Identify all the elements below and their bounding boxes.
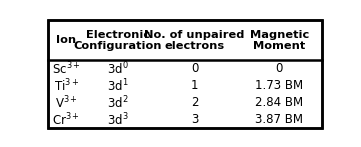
Text: 1: 1 <box>191 79 198 92</box>
Bar <box>152 20 237 60</box>
Text: 3d$^{1}$: 3d$^{1}$ <box>107 77 129 94</box>
Text: Ion: Ion <box>56 35 76 45</box>
Bar <box>48 60 84 77</box>
Bar <box>84 94 152 111</box>
Text: 3.87 BM: 3.87 BM <box>255 113 303 126</box>
Bar <box>84 77 152 94</box>
Text: 3d$^{0}$: 3d$^{0}$ <box>107 60 129 77</box>
Text: 0: 0 <box>191 62 198 75</box>
Text: 3d$^{2}$: 3d$^{2}$ <box>107 94 129 111</box>
Text: Sc$^{3+}$: Sc$^{3+}$ <box>52 60 81 77</box>
Bar <box>84 20 152 60</box>
Text: Ti$^{3+}$: Ti$^{3+}$ <box>53 77 79 94</box>
Bar <box>84 60 152 77</box>
Bar <box>84 111 152 128</box>
Bar <box>152 111 237 128</box>
Bar <box>152 60 237 77</box>
Text: No. of unpaired
electrons: No. of unpaired electrons <box>144 30 245 51</box>
Bar <box>152 77 237 94</box>
Bar <box>48 77 84 94</box>
Text: Cr$^{3+}$: Cr$^{3+}$ <box>52 111 80 128</box>
Bar <box>48 111 84 128</box>
Bar <box>48 20 84 60</box>
Bar <box>237 20 322 60</box>
Bar <box>237 94 322 111</box>
Text: Magnetic
Moment: Magnetic Moment <box>249 30 309 51</box>
Bar <box>152 94 237 111</box>
Text: 2.84 BM: 2.84 BM <box>255 96 303 109</box>
Text: 1.73 BM: 1.73 BM <box>255 79 303 92</box>
Text: Electronic
Configuration: Electronic Configuration <box>74 30 162 51</box>
Bar <box>237 77 322 94</box>
Text: 0: 0 <box>275 62 283 75</box>
Text: 3d$^{3}$: 3d$^{3}$ <box>107 111 129 128</box>
Text: 2: 2 <box>191 96 198 109</box>
Text: 3: 3 <box>191 113 198 126</box>
Bar <box>237 60 322 77</box>
Bar <box>48 94 84 111</box>
Text: V$^{3+}$: V$^{3+}$ <box>55 94 78 111</box>
Bar <box>237 111 322 128</box>
